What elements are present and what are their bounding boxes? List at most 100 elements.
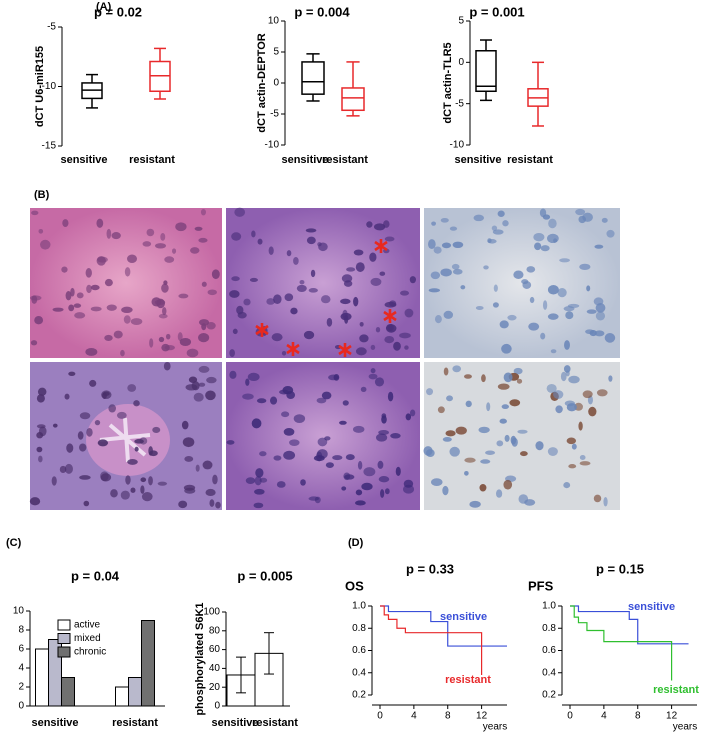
nucleus (464, 374, 472, 379)
nucleus (608, 375, 613, 382)
nucleus (242, 393, 254, 400)
nucleus (492, 229, 504, 235)
x-tick-label: 8 (635, 711, 641, 722)
nucleus (38, 455, 43, 463)
survival-curve (380, 605, 507, 647)
nucleus (582, 212, 593, 222)
x-tick-label: sensitive (211, 717, 258, 729)
nucleus (343, 280, 353, 287)
asterisk-marker (338, 343, 352, 357)
nucleus (198, 237, 208, 243)
nucleus (568, 375, 580, 384)
nucleus (535, 441, 544, 451)
nucleus (487, 239, 497, 244)
nucleus (578, 421, 583, 431)
nucleus (37, 387, 47, 396)
nucleus (209, 499, 215, 507)
nucleus (79, 412, 91, 420)
chart-title: p = 0.001 (469, 4, 524, 19)
nucleus (161, 343, 170, 352)
nucleus (507, 314, 517, 321)
box (301, 61, 325, 95)
nucleus (191, 381, 200, 391)
nucleus (130, 318, 143, 325)
nucleus (368, 373, 378, 380)
nucleus (497, 383, 510, 390)
nucleus (38, 426, 47, 437)
nucleus (160, 232, 166, 241)
micrograph (424, 362, 620, 510)
nucleus (366, 221, 373, 228)
nucleus (547, 233, 559, 244)
nucleus (333, 373, 340, 381)
nucleus (601, 217, 608, 223)
nucleus (517, 429, 528, 434)
nucleus (361, 482, 373, 491)
y-tick-label: 1.0 (352, 601, 366, 612)
nucleus (320, 295, 331, 304)
nucleus (68, 371, 76, 376)
nucleus (52, 423, 58, 428)
nucleus (206, 322, 216, 330)
nucleus (353, 296, 359, 307)
y-tick-label: 60 (209, 644, 221, 655)
nucleus (355, 489, 363, 496)
nucleus (384, 488, 390, 495)
nucleus (193, 392, 204, 402)
nucleus (346, 267, 356, 272)
y-tick-label: 40 (209, 663, 221, 674)
nucleus (194, 226, 203, 231)
nucleus (106, 228, 112, 239)
nucleus (289, 439, 300, 446)
x-tick-label: 0 (377, 711, 383, 722)
nucleus (124, 267, 131, 277)
nucleus (437, 406, 445, 414)
nucleus (276, 481, 286, 488)
chart-title: p = 0.005 (237, 568, 292, 583)
nucleus (198, 332, 210, 343)
nucleus (566, 403, 577, 412)
nucleus (595, 311, 606, 321)
nucleus (86, 284, 92, 294)
nucleus (201, 281, 207, 287)
nucleus (565, 311, 574, 320)
series-label: resistant (445, 674, 491, 686)
nucleus (528, 322, 540, 331)
y-tick-label: 0.2 (352, 690, 366, 701)
nucleus (563, 482, 571, 489)
nucleus (501, 404, 509, 410)
nucleus (440, 217, 449, 223)
series-label: resistant (653, 684, 699, 696)
nucleus (550, 349, 557, 354)
nucleus (104, 278, 113, 287)
nucleus (61, 266, 68, 273)
nucleus (563, 365, 571, 373)
nucleus (184, 455, 194, 462)
nucleus (207, 289, 217, 296)
chart-title: p = 0.15 (596, 561, 644, 576)
nucleus (496, 440, 504, 447)
nucleus (85, 348, 98, 356)
nucleus (522, 281, 532, 289)
nucleus (165, 333, 171, 340)
nucleus (586, 285, 591, 292)
micrograph (30, 208, 222, 358)
gland-lumen (99, 417, 151, 463)
nucleus (186, 348, 199, 358)
nucleus (440, 268, 452, 277)
nucleus (94, 420, 101, 426)
nucleus (134, 446, 139, 452)
y-tick-label: -10 (265, 140, 280, 151)
nucleus (249, 277, 258, 282)
nucleus (513, 367, 523, 375)
x-tick-label: sensitive (281, 154, 328, 166)
nucleus (575, 208, 586, 216)
panel-label: (C) (6, 537, 22, 549)
y-tick-label: 20 (209, 682, 221, 693)
nucleus (245, 477, 256, 484)
nucleus (76, 292, 84, 299)
nucleus (195, 464, 200, 472)
nucleus (451, 263, 460, 270)
nucleus (464, 457, 476, 463)
nucleus (604, 333, 616, 343)
